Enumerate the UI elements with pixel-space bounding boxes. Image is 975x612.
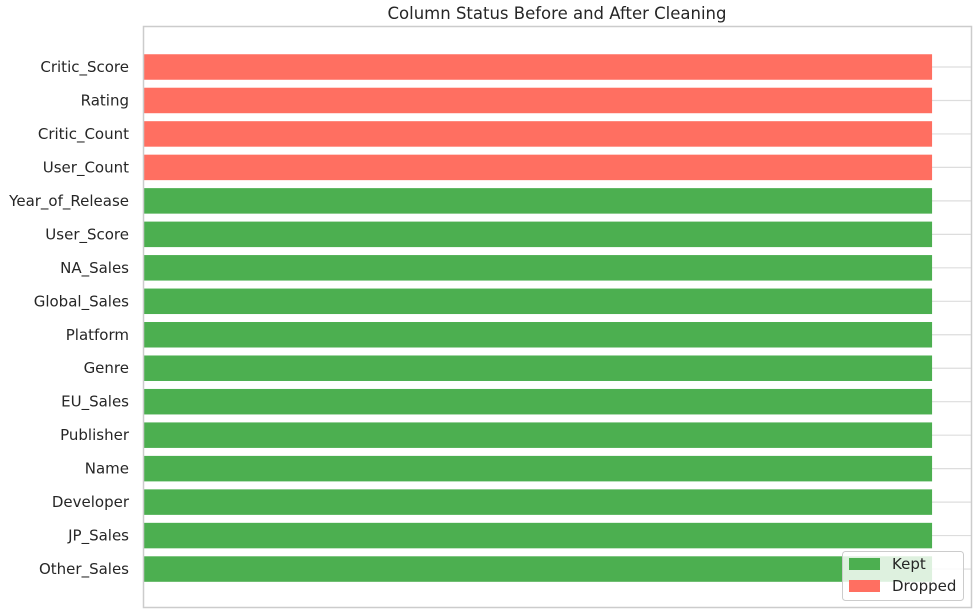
y-tick-label: EU_Sales — [61, 393, 129, 412]
legend-swatch-kept — [849, 558, 880, 570]
y-tick-label: User_Count — [43, 158, 129, 177]
y-tick-label: Genre — [84, 359, 129, 377]
bar-developer — [143, 489, 933, 515]
bar-jp-sales — [143, 522, 933, 549]
bar-critic-score — [143, 54, 933, 80]
chart-title: Column Status Before and After Cleaning — [388, 4, 727, 23]
bar-platform — [143, 322, 933, 348]
bar-global-sales — [143, 288, 933, 315]
y-tick-label: Name — [85, 460, 129, 478]
y-tick-label: User_Score — [45, 225, 129, 244]
y-tick-label: JP_Sales — [67, 527, 129, 546]
y-tick-label: Platform — [66, 326, 129, 344]
y-tick-label: Rating — [81, 91, 129, 109]
plot-frame — [142, 25, 973, 609]
y-tick-label: Other_Sales — [39, 560, 129, 579]
legend-label-dropped: Dropped — [892, 577, 956, 595]
legend: Kept Dropped — [842, 551, 964, 601]
y-tick-label: Year_of_Release — [8, 192, 129, 211]
bar-user-count — [143, 154, 933, 181]
y-tick-label: NA_Sales — [60, 259, 129, 278]
bar-na-sales — [143, 255, 933, 281]
bars — [143, 54, 933, 582]
legend-label-kept: Kept — [892, 555, 926, 573]
y-tick-label: Developer — [52, 493, 130, 511]
bar-rating — [143, 87, 933, 114]
y-tick-label: Critic_Count — [38, 125, 129, 144]
bar-publisher — [143, 422, 933, 448]
bar-critic-count — [143, 121, 933, 147]
y-tick-label: Global_Sales — [34, 292, 129, 311]
legend-swatch-dropped — [849, 580, 880, 592]
bar-other-sales — [143, 556, 933, 582]
y-tick-labels: Critic_Score Rating Critic_Count User_Count… — [8, 58, 130, 579]
bar-eu-sales — [143, 388, 933, 415]
y-tick-label: Publisher — [60, 426, 130, 444]
bar-genre — [143, 355, 933, 381]
bar-user-score — [143, 221, 933, 248]
bar-year-of-release — [143, 188, 933, 214]
bar-name — [143, 455, 933, 482]
y-tick-label: Critic_Score — [40, 58, 129, 77]
